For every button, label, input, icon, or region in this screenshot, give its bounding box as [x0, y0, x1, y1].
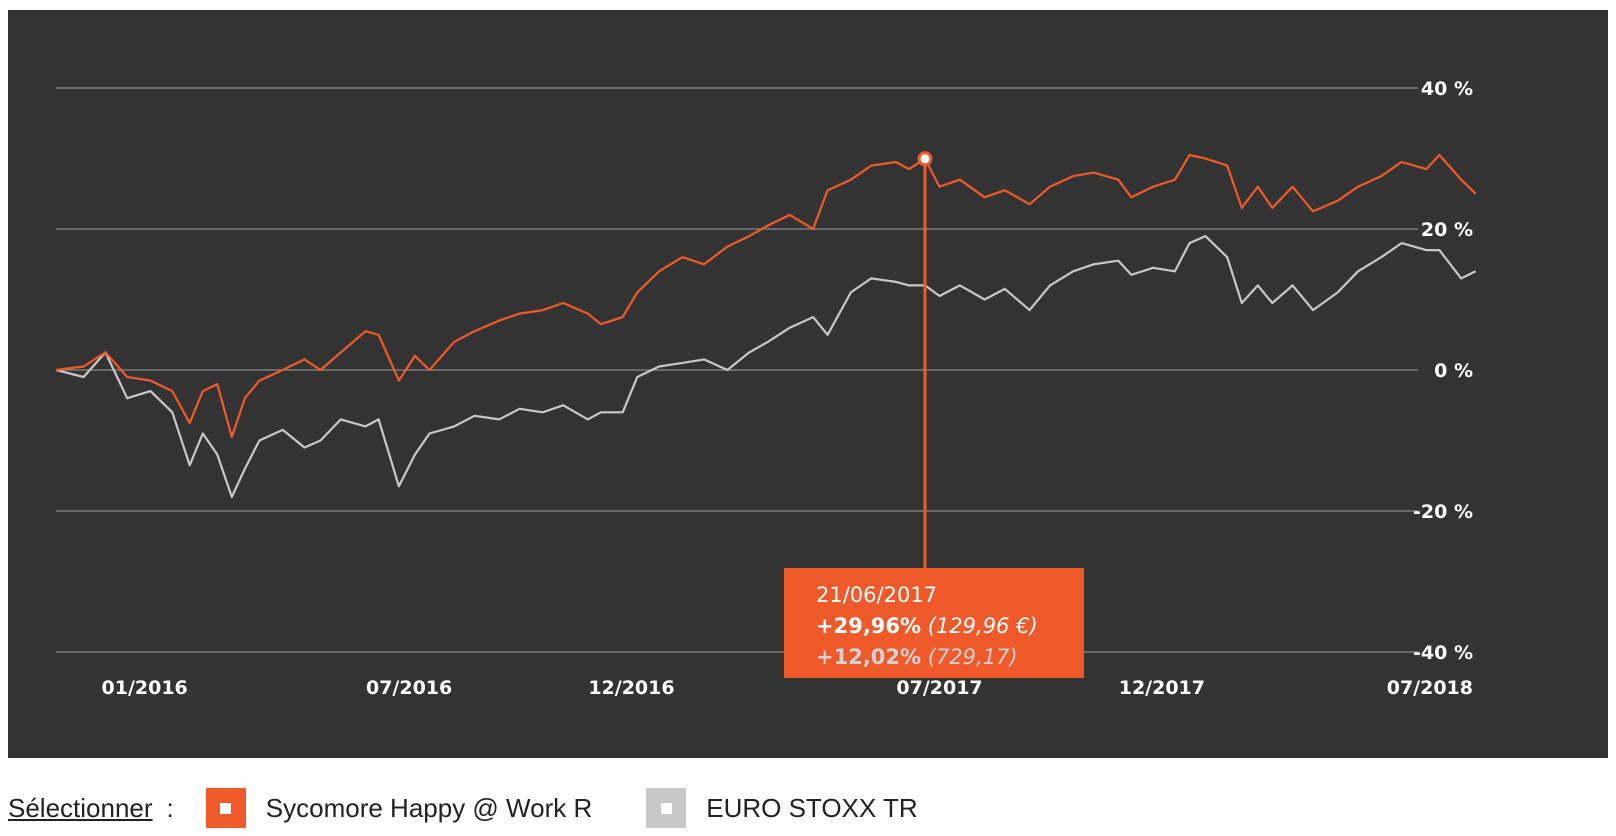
tooltip-fund-value: (129,96 €): [927, 614, 1038, 638]
chart-panel: 40 % 20 % 0 % -20 % -40 % 01/2016 07/2016 12/2…: [8, 10, 1608, 758]
y-tick-label: 0 %: [1434, 360, 1473, 382]
y-axis-ticks: 40 % 20 % 0 % -20 % -40 %: [1413, 78, 1473, 664]
x-axis-ticks: 01/2016 07/2016 12/2016 07/2017 12/2017 07/20…: [102, 677, 1473, 699]
x-tick-label: 12/2016: [588, 677, 674, 699]
fund-toggle-checkbox[interactable]: [205, 788, 246, 828]
index-toggle-checkbox[interactable]: [646, 788, 687, 828]
x-tick-label: 07/2016: [366, 677, 452, 699]
legend-label-fund: Sycomore Happy @ Work R: [265, 792, 593, 823]
checkbox-square-icon: [660, 802, 672, 814]
checkbox-square-icon: [220, 802, 232, 814]
line-chart[interactable]: 40 % 20 % 0 % -20 % -40 % 01/2016 07/2016 12/2…: [8, 10, 1608, 758]
x-tick-label: 07/2018: [1387, 677, 1473, 699]
tooltip-fund-line: +29,96% (129,96 €): [816, 611, 1084, 642]
legend: Sélectionner : Sycomore Happy @ Work R E…: [8, 788, 972, 828]
y-tick-label: 20 %: [1421, 219, 1473, 241]
series-line-fund: [55, 153, 1477, 439]
y-tick-label: 40 %: [1421, 78, 1473, 100]
grid-layer: [56, 87, 1418, 653]
tooltip-date: 21/06/2017: [816, 583, 938, 607]
select-colon: :: [166, 792, 174, 823]
legend-item-index[interactable]: EURO STOXX TR: [646, 788, 971, 828]
legend-label-index: EURO STOXX TR: [706, 792, 918, 823]
tooltip-index-line: +12,02% (729,17): [816, 642, 1084, 673]
tooltip-index-return: +12,02%: [816, 645, 922, 669]
y-tick-label: -20 %: [1413, 501, 1473, 523]
x-tick-label: 07/2017: [896, 677, 982, 699]
hover-layer: [917, 151, 933, 570]
hover-tooltip: 21/06/2017 +29,96% (129,96 €) +12,02% (7…: [784, 568, 1084, 678]
hover-point: [917, 151, 933, 167]
tooltip-fund-return: +29,96%: [816, 614, 922, 638]
series-line-index: [55, 235, 1477, 498]
select-label: Sélectionner: [8, 792, 153, 823]
x-tick-label: 12/2017: [1119, 677, 1205, 699]
y-tick-label: -40 %: [1413, 642, 1473, 664]
tooltip-index-value: (729,17): [927, 645, 1018, 669]
legend-item-fund[interactable]: Sycomore Happy @ Work R: [205, 788, 646, 828]
x-tick-label: 01/2016: [102, 677, 188, 699]
series-layer: [55, 153, 1477, 498]
